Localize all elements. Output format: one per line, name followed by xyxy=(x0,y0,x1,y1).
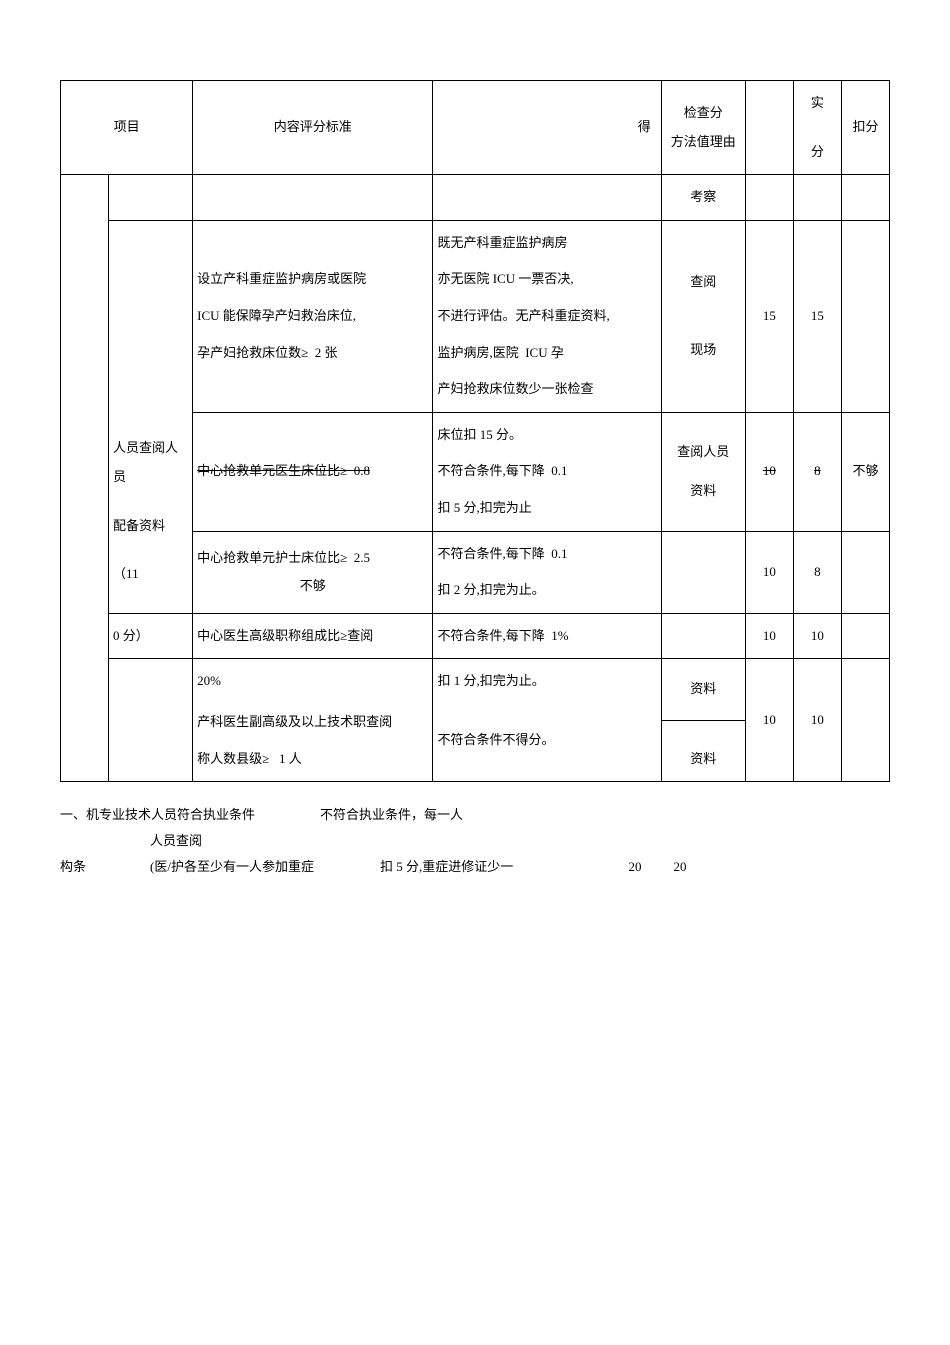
bottom-text-block: 一、机专业技术人员符合执业条件 不符合执业条件，每一人 人员查阅 构条 (医/护… xyxy=(60,802,890,880)
header-project: 项目 xyxy=(61,81,193,175)
r3-criteria: 不符合条件,每下降 0.1 扣 2 分,扣完为止。 xyxy=(433,531,661,613)
r1-method: 查阅 现场 xyxy=(661,220,745,412)
row-5: 20% 产科医生副高级及以上技术职查阅 称人数县级≥ 1 人 扣 1 分,扣完为… xyxy=(61,659,890,720)
bottom-l3d: 20 xyxy=(610,854,660,880)
side-label-4: 0 分） xyxy=(109,613,193,659)
evaluation-table: 项目 内容评分标准 得 检查分 方法值理由 实 分 扣分 考察 人员查阅人员 配… xyxy=(60,80,890,782)
r4-val: 10 xyxy=(745,613,793,659)
r1-val: 15 xyxy=(745,220,793,412)
header-criteria: 得 xyxy=(433,81,661,175)
r2-score: 8 xyxy=(793,412,841,531)
r5-method2: 资料 xyxy=(661,720,745,781)
side-col-1 xyxy=(61,175,109,782)
header-row: 项目 内容评分标准 得 检查分 方法值理由 实 分 扣分 xyxy=(61,81,890,175)
r5-val: 10 xyxy=(745,659,793,782)
r1-criteria: 既无产科重症监护病房 亦无医院 ICU 一票否决, 不进行评估。无产科重症资料,… xyxy=(433,220,661,412)
r4-content: 中心医生高级职称组成比≥查阅 xyxy=(193,613,433,659)
bottom-l2a: 人员查阅 xyxy=(150,828,202,854)
header-val xyxy=(745,81,793,175)
r1-content: 设立产科重症监护病房或医院 ICU 能保障孕产妇救治床位, 孕产妇抢救床位数≥ … xyxy=(193,220,433,412)
header-reason: 扣分 xyxy=(841,81,889,175)
r4-criteria: 不符合条件,每下降 1% xyxy=(433,613,661,659)
row-4: 0 分） 中心医生高级职称组成比≥查阅 不符合条件,每下降 1% 10 10 xyxy=(61,613,890,659)
row-1: 人员查阅人员 配备资料 （11 设立产科重症监护病房或医院 ICU 能保障孕产妇… xyxy=(61,220,890,412)
r0-method: 考察 xyxy=(661,175,745,221)
r3-score: 8 xyxy=(793,531,841,613)
bottom-l3a: 构条 xyxy=(60,854,150,880)
side-labels: 人员查阅人员 配备资料 （11 xyxy=(109,220,193,613)
r3-content: 中心抢救单元护士床位比≥ 2.5 不够 xyxy=(193,531,433,613)
bottom-l3b: (医/护各至少有一人参加重症 xyxy=(150,854,380,880)
bottom-l3e: 20 xyxy=(660,854,700,880)
r2-reason: 不够 xyxy=(841,412,889,531)
r2-content: 中心抢救单元医生床位比≥ 0.8 xyxy=(193,412,433,531)
r3-method xyxy=(661,531,745,613)
r2-val: 10 xyxy=(745,412,793,531)
r2-method: 查阅人员 资料 xyxy=(661,412,745,531)
bottom-l1b: 不符合执业条件，每一人 xyxy=(320,802,463,828)
header-score: 实 分 xyxy=(793,81,841,175)
row-0: 考察 xyxy=(61,175,890,221)
r4-score: 10 xyxy=(793,613,841,659)
r4-method xyxy=(661,613,745,659)
r5-criteria: 扣 1 分,扣完为止。 不符合条件不得分。 xyxy=(433,659,661,782)
header-content: 内容评分标准 xyxy=(193,81,433,175)
bottom-l1a: 一、机专业技术人员符合执业条件 xyxy=(60,802,320,828)
header-method: 检查分 方法值理由 xyxy=(661,81,745,175)
r2-criteria: 床位扣 15 分。 不符合条件,每下降 0.1 扣 5 分,扣完为止 xyxy=(433,412,661,531)
r3-val: 10 xyxy=(745,531,793,613)
bottom-l3c: 扣 5 分,重症进修证少一 xyxy=(380,854,610,880)
r1-score: 15 xyxy=(793,220,841,412)
r5-content: 20% 产科医生副高级及以上技术职查阅 称人数县级≥ 1 人 xyxy=(193,659,433,782)
r5-method1: 资料 xyxy=(661,659,745,720)
r5-score: 10 xyxy=(793,659,841,782)
